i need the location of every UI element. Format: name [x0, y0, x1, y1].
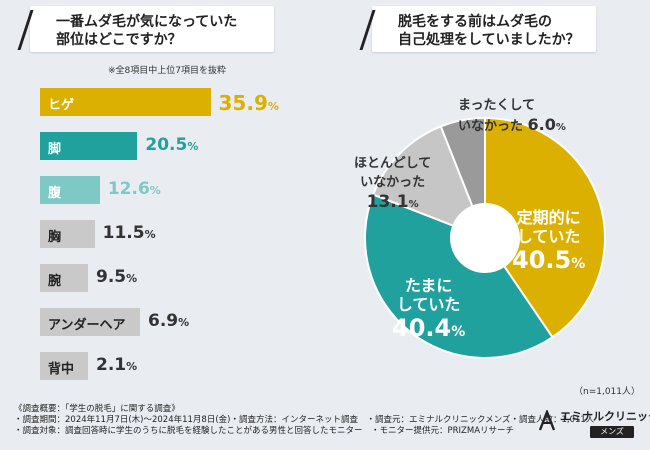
slice-label-1: 定期的に していた 40.5%	[512, 208, 586, 274]
clinic-logo: エミナルクリニック メンズ	[538, 402, 650, 442]
footer-line-3: ・調査対象：調査回答時に学生のうちに脱毛を経験したことがある男性と回答したモニタ…	[14, 426, 515, 436]
logo-sub: メンズ	[590, 426, 634, 438]
logo-mark-icon	[538, 410, 556, 431]
bar-label-7: 背中	[48, 362, 75, 377]
slice-label-4: まったくして いなかった 6.0%	[458, 98, 566, 134]
left-question-title: 一番ムダ毛が気になっていた 部位はどこですか？	[17, 6, 274, 52]
leader-line	[463, 119, 469, 127]
bar-value-4: 11.5%	[102, 223, 156, 243]
selection-note: ※全8項目中上位7項目を抜粋	[108, 66, 226, 76]
bar-label-5: 腕	[48, 274, 62, 289]
bar-chart: ヒゲ 35.9% 脚 20.5% 腹 12.6% 胸 11.5% 腕 9.5% アンダーヘア 6.9%…	[10, 58, 310, 390]
slice-label-3: ほとんどして いなかった 13.1%	[354, 156, 432, 212]
bar-3	[40, 176, 100, 204]
right-question-title: 脱毛をする前はムダ毛の 自己処理をしていましたか？	[359, 6, 596, 52]
bar-chart-plot: ヒゲ 35.9% 脚 20.5% 腹 12.6% 胸 11.5% 腕 9.5% アンダーヘア 6.9%…	[40, 88, 310, 388]
donut-chart-svg	[364, 116, 606, 359]
bar-label-4: 胸	[48, 230, 62, 245]
footer-line-2: ・調査期間：2024年11月7日(木)～2024年11月8日(金)・調査方法：イ…	[14, 415, 595, 425]
bar-value-6: 6.9%	[148, 311, 190, 331]
bar-4	[40, 220, 95, 248]
footer-line-1: 《調査概要：「学生の脱毛」に関する調査》	[14, 404, 180, 414]
donut-hole	[451, 204, 519, 272]
left-title-line-2: 部位はどこですか？	[56, 32, 182, 48]
bar-value-3: 12.6%	[107, 179, 161, 199]
bar-value-2: 20.5%	[145, 135, 199, 155]
right-title-line-2: 自己処理をしていましたか？	[398, 32, 580, 48]
bar-5	[40, 264, 88, 292]
bar-1	[40, 88, 211, 116]
bar-label-6: アンダーヘア	[48, 318, 126, 333]
right-title-line-1: 脱毛をする前はムダ毛の	[398, 14, 552, 30]
sample-size: （n=1,011人）	[573, 387, 640, 397]
bar-value-5: 9.5%	[96, 267, 138, 287]
left-title-line-1: 一番ムダ毛が気になっていた	[56, 14, 238, 30]
bar-6	[40, 308, 140, 336]
bar-label-3: 腹	[48, 186, 62, 201]
logo-name: エミナルクリニック	[560, 410, 650, 423]
bar-value-7: 2.1%	[96, 355, 138, 375]
bar-7	[40, 352, 88, 380]
donut-chart: 定期的に していた 40.5% たまに していた 40.4% ほとんどして いなかった 13.1…	[330, 58, 640, 397]
title-slash-decoration	[17, 10, 52, 50]
bar-2	[40, 132, 138, 160]
survey-footer: 《調査概要：「学生の脱毛」に関する調査》 ・調査期間：2024年11月7日(木)…	[14, 404, 594, 437]
bar-label-2: 脚	[48, 142, 62, 157]
bar-label-1: ヒゲ	[48, 98, 75, 113]
title-slash-decoration	[359, 10, 394, 50]
bar-value-1: 35.9%	[218, 91, 279, 115]
slice-label-2: たまに していた 40.4%	[392, 276, 466, 342]
